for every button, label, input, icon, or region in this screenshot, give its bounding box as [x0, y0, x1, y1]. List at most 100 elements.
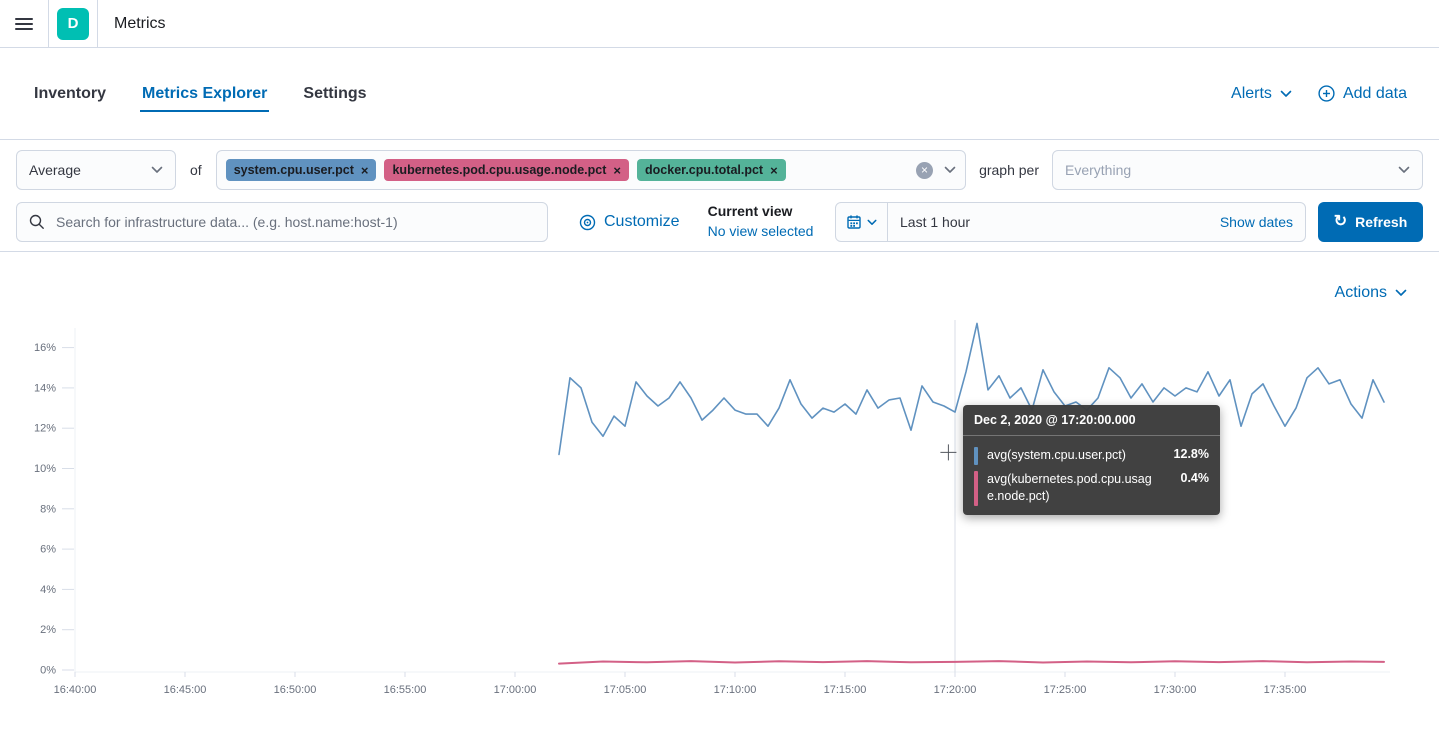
tooltip-series-label: avg(system.cpu.user.pct) — [987, 448, 1126, 462]
actions-menu-button[interactable]: Actions — [1335, 284, 1407, 302]
svg-text:17:30:00: 17:30:00 — [1154, 684, 1197, 696]
series-color-bar — [974, 470, 978, 506]
tooltip-row: avg(system.cpu.user.pct) 12.8% — [974, 447, 1209, 465]
svg-text:16:50:00: 16:50:00 — [274, 684, 317, 696]
tooltip-series-label: avg(kubernetes.pod.cpu.usage.node.pct) — [987, 471, 1152, 504]
remove-metric-icon[interactable]: × — [770, 162, 778, 178]
remove-metric-icon[interactable]: × — [613, 162, 622, 178]
svg-text:17:35:00: 17:35:00 — [1264, 684, 1307, 696]
metric-controls-row: Average of system.cpu.user.pct × kubernete… — [16, 150, 1423, 190]
series-color-bar — [974, 447, 978, 465]
current-view-value[interactable]: No view selected — [707, 223, 814, 239]
cursor-plus-icon — [940, 444, 957, 461]
metrics-combobox[interactable]: system.cpu.user.pct × kubernetes.pod.cpu.u… — [215, 150, 967, 190]
svg-text:16%: 16% — [34, 342, 56, 354]
tab-actions: Alerts Add data — [1231, 85, 1407, 103]
quick-select-button[interactable] — [836, 203, 888, 241]
add-data-link[interactable]: Add data — [1318, 85, 1407, 103]
current-view-label: Current view — [707, 203, 793, 220]
svg-text:17:15:00: 17:15:00 — [824, 684, 867, 696]
date-picker: Last 1 hour Show dates — [835, 202, 1306, 242]
svg-text:17:25:00: 17:25:00 — [1044, 684, 1087, 696]
current-view-block: Current view No view selected — [708, 202, 814, 241]
x-axis: 16:40:00 16:45:00 16:50:00 16:55:00 17:00:00… — [54, 672, 1307, 696]
graph-per-select[interactable]: Everything — [1052, 150, 1423, 190]
svg-text:6%: 6% — [40, 544, 56, 556]
search-box — [16, 202, 548, 242]
tooltip-series-value: 0.4% — [1180, 470, 1210, 485]
actions-label: Actions — [1334, 284, 1387, 301]
tooltip-series-value: 12.8% — [1173, 447, 1209, 461]
tab-inventory[interactable]: Inventory — [34, 84, 107, 102]
graph-per-label: graph per — [979, 162, 1039, 178]
svg-text:16:40:00: 16:40:00 — [54, 684, 97, 696]
of-label: of — [190, 162, 202, 178]
search-controls-row: Customize Current view No view selected … — [16, 202, 1423, 242]
calendar-icon — [847, 215, 861, 229]
svg-text:10%: 10% — [34, 463, 56, 475]
top-bar: D Metrics — [0, 0, 1439, 48]
chevron-down-icon — [151, 166, 163, 173]
page-title: Metrics — [114, 14, 166, 32]
refresh-button[interactable]: ↻ Refresh — [1318, 202, 1423, 242]
combo-controls: × — [916, 161, 956, 179]
svg-text:17:20:00: 17:20:00 — [934, 684, 977, 696]
metric-badge[interactable]: kubernetes.pod.cpu.usage.node.pct × — [384, 159, 630, 181]
chevron-down-icon — [1395, 289, 1407, 296]
remove-metric-icon[interactable]: × — [360, 162, 369, 178]
metric-badge[interactable]: system.cpu.user.pct × — [225, 159, 377, 181]
metric-badge-list: system.cpu.user.pct × kubernetes.pod.cpu.u… — [225, 159, 786, 181]
svg-text:12%: 12% — [34, 423, 56, 435]
tab-settings[interactable]: Settings — [303, 84, 367, 102]
tooltip-rows: avg(system.cpu.user.pct) 12.8% avg(kuberne… — [963, 436, 1220, 515]
svg-text:16:55:00: 16:55:00 — [384, 684, 427, 696]
app-logo[interactable]: D — [57, 7, 89, 40]
chevron-down-icon[interactable] — [944, 166, 956, 174]
metric-badge-label: kubernetes.pod.cpu.usage.node.pct — [392, 163, 607, 177]
tooltip-timestamp: Dec 2, 2020 @ 17:20:00.000 — [963, 405, 1220, 436]
tooltip-row: avg(kubernetes.pod.cpu.usage.node.pct) 0.… — [974, 470, 1210, 506]
svg-text:0%: 0% — [40, 665, 56, 677]
customize-button[interactable]: Customize — [579, 213, 680, 231]
chevron-down-icon — [1398, 166, 1410, 173]
svg-text:16:45:00: 16:45:00 — [164, 684, 207, 696]
svg-text:17:00:00: 17:00:00 — [494, 684, 537, 696]
controls-section: Average of system.cpu.user.pct × kubernete… — [0, 140, 1439, 252]
time-range-value[interactable]: Last 1 hour — [900, 214, 971, 230]
metrics-chart[interactable]: 0%2%4%6%8%10%12%14%16%16:40:00 16:45:00 16… — [0, 320, 1439, 710]
svg-text:17:10:00: 17:10:00 — [714, 684, 757, 696]
y-axis: 0% 2% 4% 6% 8% 10% 12% 14% 16% — [34, 342, 74, 677]
search-input[interactable] — [54, 213, 535, 231]
metric-badge-label: system.cpu.user.pct — [233, 163, 354, 177]
clear-metrics-icon[interactable]: × — [916, 161, 934, 179]
alerts-label: Alerts — [1231, 84, 1272, 102]
svg-text:8%: 8% — [40, 503, 56, 515]
alerts-menu-button[interactable]: Alerts — [1231, 85, 1292, 103]
hamburger-menu-icon[interactable] — [0, 0, 49, 47]
svg-text:17:05:00: 17:05:00 — [604, 684, 647, 696]
metric-badge[interactable]: docker.cpu.total.pct × — [637, 159, 786, 181]
chart-section: Actions 0% 2% 4% 6% 8% 10% 12% 14% 16% 16:40:00 16… — [0, 252, 1439, 738]
svg-text:14%: 14% — [34, 382, 56, 394]
graph-per-placeholder: Everything — [1065, 162, 1132, 178]
svg-text:2%: 2% — [40, 624, 56, 636]
refresh-icon: ↻ — [1333, 213, 1348, 230]
aggregation-value: Average — [29, 162, 81, 178]
show-dates-button[interactable]: Show dates — [1219, 214, 1293, 230]
series-lines — [558, 322, 1385, 665]
eye-icon — [579, 214, 596, 230]
search-icon — [29, 214, 44, 229]
plus-circle-icon — [1318, 85, 1335, 102]
logo-cell: D — [49, 0, 98, 47]
aggregation-select[interactable]: Average — [16, 150, 176, 190]
series-line-0 — [558, 322, 1385, 456]
customize-label: Customize — [604, 213, 680, 230]
metric-badge-label: docker.cpu.total.pct — [645, 163, 764, 177]
svg-text:4%: 4% — [40, 584, 56, 596]
chart-axes — [74, 328, 1390, 673]
refresh-label: Refresh — [1355, 214, 1408, 230]
chevron-down-icon — [867, 219, 877, 225]
tabs-bar: Inventory Metrics Explorer Settings Alerts… — [0, 48, 1439, 140]
chart-tooltip: Dec 2, 2020 @ 17:20:00.000 avg(system.cp… — [963, 405, 1220, 515]
tab-metrics-explorer[interactable]: Metrics Explorer — [140, 78, 270, 112]
